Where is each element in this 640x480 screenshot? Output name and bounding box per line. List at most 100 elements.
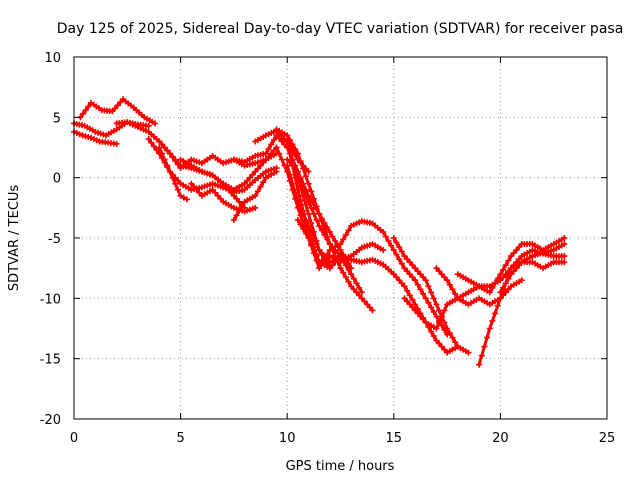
- data-point: [412, 277, 419, 284]
- data-point: [388, 242, 395, 249]
- data-point: [316, 222, 323, 229]
- data-point: [169, 154, 176, 161]
- data-point: [441, 346, 448, 353]
- data-point: [310, 210, 317, 217]
- data-point: [310, 235, 317, 241]
- data-point: [393, 251, 400, 258]
- data-point: [230, 216, 237, 223]
- plot-frame: [73, 56, 608, 420]
- data-point: [305, 210, 312, 217]
- series-s20: [316, 253, 461, 356]
- data-point: [441, 274, 448, 281]
- data-point: [318, 250, 325, 257]
- data-point: [270, 147, 277, 154]
- data-point: [369, 307, 376, 314]
- data-point: [502, 280, 509, 287]
- data-point: [348, 271, 355, 278]
- data-point: [412, 307, 419, 314]
- data-point: [161, 156, 168, 163]
- data-point: [398, 248, 405, 255]
- data-point: [350, 286, 357, 293]
- data-point: [414, 281, 421, 288]
- data-point: [361, 298, 368, 305]
- data-point: [313, 241, 320, 248]
- data-point: [494, 302, 501, 309]
- data-point: [409, 296, 416, 303]
- data-point: [270, 136, 277, 143]
- data-point: [353, 280, 360, 287]
- data-point: [444, 325, 451, 332]
- data-point: [214, 192, 221, 199]
- data-point: [366, 304, 373, 311]
- data-point: [449, 286, 456, 293]
- data-point: [398, 260, 405, 267]
- data-point: [321, 256, 328, 263]
- data-point: [438, 322, 445, 329]
- data-point: [417, 286, 424, 293]
- data-point: [308, 188, 315, 195]
- data-point: [436, 268, 443, 275]
- data-point: [500, 284, 507, 291]
- data-point: [166, 150, 173, 157]
- data-point: [425, 299, 432, 306]
- data-point: [158, 141, 165, 148]
- data-point: [513, 247, 520, 254]
- data-point: [233, 195, 240, 202]
- data-point: [268, 141, 275, 148]
- data-point: [425, 283, 432, 290]
- data-point: [145, 136, 152, 143]
- data-point: [161, 144, 168, 151]
- data-point: [494, 275, 501, 282]
- data-point: [510, 250, 517, 257]
- data-point: [308, 228, 315, 235]
- data-point: [302, 201, 309, 208]
- data-point: [289, 180, 296, 187]
- data-point: [409, 262, 416, 269]
- data-point: [316, 210, 323, 217]
- data-point: [112, 105, 119, 112]
- data-point: [489, 317, 496, 324]
- data-point: [449, 334, 456, 341]
- series-s3: [77, 96, 159, 127]
- data-point: [428, 328, 435, 335]
- data-point: [284, 132, 291, 139]
- data-point: [444, 277, 451, 284]
- y-axis-title: SDTVAR / TECUs: [7, 185, 22, 292]
- data-point: [305, 168, 312, 175]
- data-point: [238, 203, 245, 210]
- data-point: [305, 222, 312, 229]
- data-point: [169, 174, 176, 181]
- data-point: [172, 157, 179, 164]
- data-point: [561, 241, 568, 248]
- y-tick-label: 0: [53, 172, 61, 187]
- data-point: [428, 304, 435, 311]
- data-point: [508, 271, 515, 278]
- data-point: [324, 251, 331, 258]
- data-point: [82, 133, 89, 140]
- data-point: [289, 162, 296, 169]
- data-point: [516, 262, 523, 269]
- data-point: [156, 144, 163, 151]
- data-point: [492, 280, 499, 287]
- data-point: [497, 289, 504, 296]
- y-tick-label: -15: [40, 353, 61, 368]
- data-point: [436, 307, 443, 314]
- series-s24: [454, 235, 568, 296]
- data-point: [428, 289, 435, 296]
- data-point: [294, 150, 301, 157]
- data-point: [345, 278, 352, 285]
- data-point: [292, 165, 299, 172]
- data-point: [300, 165, 307, 172]
- data-point: [164, 147, 171, 154]
- x-tick-label: 5: [176, 431, 184, 446]
- data-point: [212, 189, 219, 196]
- data-point: [265, 146, 272, 153]
- series-s8: [177, 144, 280, 193]
- data-series: [71, 96, 568, 368]
- data-point: [313, 206, 320, 213]
- data-point: [308, 204, 315, 211]
- data-point: [417, 313, 424, 320]
- data-point: [286, 150, 293, 157]
- data-point: [513, 259, 520, 266]
- data-point: [486, 325, 493, 332]
